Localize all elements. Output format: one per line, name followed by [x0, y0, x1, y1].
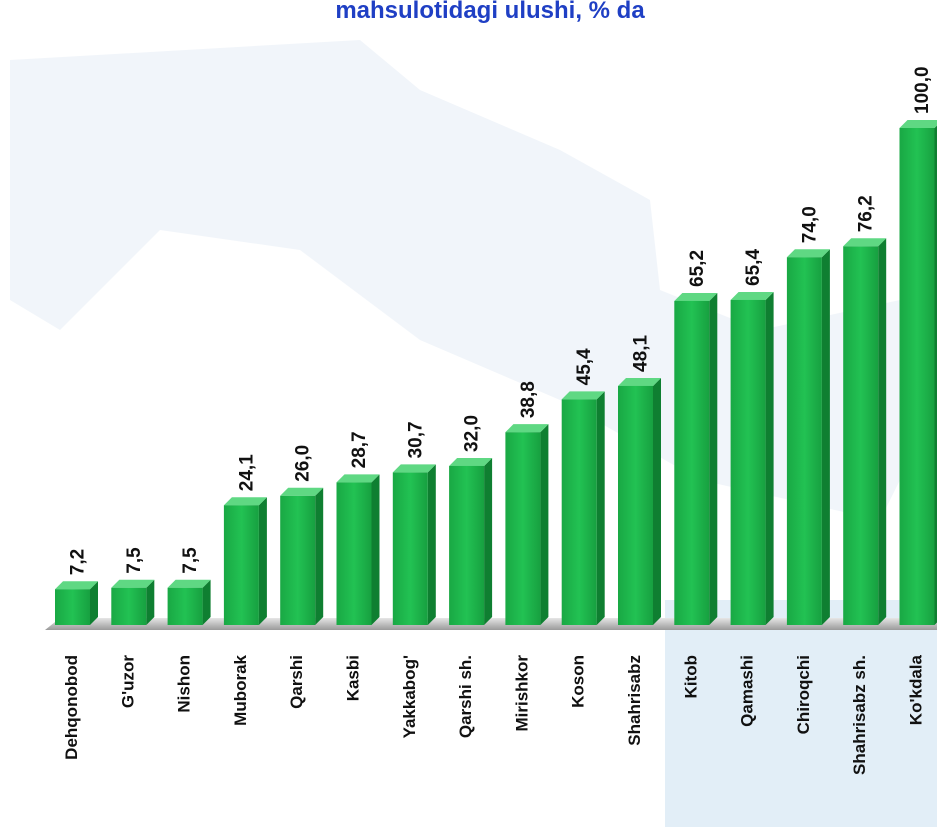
bar-top — [561, 391, 605, 400]
bar — [561, 399, 597, 625]
value-label: 26,0 — [293, 445, 314, 482]
bar — [449, 465, 485, 625]
floor — [45, 618, 937, 630]
bar-side — [709, 292, 718, 625]
category-label: Kasbi — [343, 655, 362, 701]
bar-side — [653, 377, 661, 625]
category-label: Koson — [569, 655, 588, 708]
bar-side — [202, 579, 211, 625]
bar-top — [674, 292, 718, 301]
bar-top — [111, 579, 155, 588]
bar-side — [427, 464, 436, 625]
bar — [899, 128, 935, 625]
map-region — [665, 600, 937, 827]
bar-side — [878, 238, 887, 625]
category-label: Nishon — [175, 655, 194, 713]
bar-top — [55, 581, 98, 590]
bar — [111, 587, 147, 625]
bar-side — [934, 125, 937, 625]
value-label: 7,5 — [124, 547, 145, 574]
bar-side — [146, 579, 155, 625]
bar-side — [540, 424, 549, 625]
value-label: 74,0 — [799, 206, 820, 243]
value-label: 48,1 — [631, 335, 652, 372]
bar-top — [280, 487, 324, 496]
bar — [618, 385, 653, 625]
bar — [786, 257, 822, 625]
chart-title: mahsulotidagi ulushi, % da — [335, 0, 645, 24]
category-label: Kitob — [681, 655, 700, 698]
value-label: 100,0 — [912, 66, 933, 114]
bar-side — [371, 474, 380, 625]
bar-side — [596, 391, 605, 625]
bar — [505, 432, 541, 625]
category-label: Qarshi sh. — [456, 655, 475, 738]
value-label: 28,7 — [349, 431, 370, 468]
value-label: 24,1 — [236, 454, 257, 491]
bar-top — [730, 291, 774, 300]
bar-top — [786, 249, 830, 258]
category-label: Yakkabog' — [400, 655, 419, 738]
value-label: 76,2 — [856, 195, 877, 232]
bar-top — [843, 238, 887, 247]
bar — [280, 495, 316, 625]
bar — [392, 472, 428, 625]
bar — [167, 587, 203, 625]
category-label: Chiroqchi — [794, 655, 813, 734]
value-label: 7,5 — [180, 547, 201, 574]
bar-top — [449, 457, 493, 466]
bar — [730, 299, 766, 625]
value-label: 65,4 — [743, 249, 764, 286]
bar-top — [223, 497, 267, 506]
value-label: 65,2 — [687, 250, 708, 287]
bar-side — [90, 581, 98, 625]
bar-side — [258, 497, 267, 625]
bar-top — [618, 377, 661, 386]
bar — [55, 589, 90, 625]
category-label: Shahrisabz — [625, 655, 644, 746]
bar-side — [484, 457, 493, 625]
category-label: Ko'kdala — [906, 654, 925, 725]
bar-top — [505, 424, 549, 433]
category-label: Qarshi — [287, 655, 306, 709]
value-label: 30,7 — [405, 421, 426, 458]
category-label: Mirishkor — [512, 655, 531, 732]
bar-side — [821, 249, 830, 625]
bar — [843, 246, 879, 625]
value-label: 32,0 — [462, 415, 483, 452]
value-label: 45,4 — [574, 348, 595, 385]
value-label: 7,2 — [68, 549, 89, 575]
category-label: G'uzor — [118, 655, 137, 709]
bar-top — [167, 579, 211, 588]
bar-side — [765, 291, 774, 625]
category-label: Muborak — [231, 654, 250, 725]
category-label: Shahrisabz sh. — [850, 655, 869, 775]
bar — [674, 300, 710, 625]
bar — [336, 482, 372, 625]
bar-top — [392, 464, 436, 473]
bar-top — [336, 474, 380, 483]
category-label: Dehqonobod — [62, 655, 81, 760]
bar — [223, 505, 259, 625]
value-label: 38,8 — [518, 381, 539, 418]
category-label: Qamashi — [738, 655, 757, 727]
bar-top — [899, 120, 937, 128]
bar-side — [315, 487, 324, 625]
